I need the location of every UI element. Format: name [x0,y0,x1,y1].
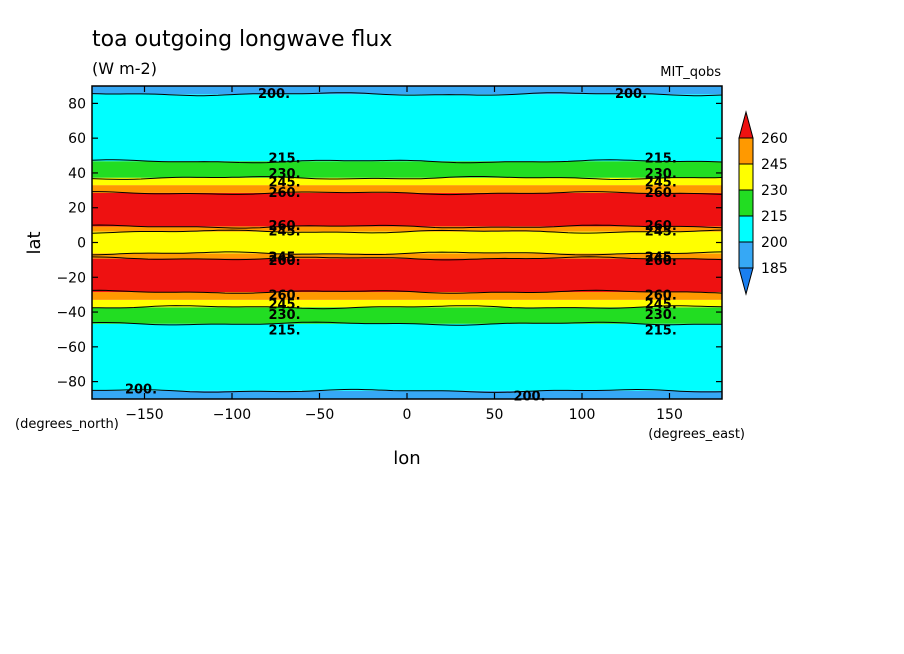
contour-band [92,292,722,300]
contour-line [91,224,723,229]
contour-label: 245. [645,250,677,265]
x-axis-label: lon [393,448,420,469]
contour-band [92,323,722,391]
contour-band [92,307,722,324]
chart-units: (W m-2) [92,59,157,78]
colorbar-segment [738,241,754,269]
contour-line [91,229,723,234]
colorbar-label: 230 [761,183,788,199]
contour-label: 215. [268,151,300,166]
contour-fill-bands [92,86,722,399]
contour-label: 230. [645,308,677,323]
contour-label: 260. [645,219,677,234]
y-tick-label: 60 [68,131,86,147]
x-tick-label: −150 [125,407,163,423]
contour-line [91,92,723,97]
contour-label: 260. [645,289,677,304]
contour-line [91,159,723,164]
x-axis-ticks: −150 −100 −50 0 50 100 150 [125,86,683,423]
contour-label: 245. [645,224,677,239]
y-tick-label: 0 [77,236,86,252]
contour-label: 200. [615,87,647,102]
y-axis-ticks: −80 −60 −40 −20 0 20 40 60 80 [56,96,722,391]
contour-line [91,305,723,310]
contour-band [92,185,722,193]
contour-label: 215. [645,151,677,166]
contour-band [92,161,722,178]
contour-line [92,191,723,196]
contour-band [92,258,722,293]
contour-label: 230. [268,167,300,182]
contour-label: 260. [645,254,677,269]
colorbar-segment [738,137,754,165]
contour-label: 245. [268,250,300,265]
y-tick-label: 20 [68,201,86,217]
contour-label: 230. [268,308,300,323]
contour-band [92,192,722,227]
x-tick-label: −100 [213,407,251,423]
contour-label: 260. [268,219,300,234]
x-tick-label: −50 [305,407,335,423]
y-tick-label: −20 [56,270,86,286]
contour-label: 245. [645,297,677,312]
x-axis-units: (degrees_east) [648,427,745,442]
contour-line [91,256,723,261]
contour-label: 260. [268,186,300,201]
colorbar-segment [738,163,754,191]
contour-labels: 200. 200.215. 215.230. 230.245. 245.260. 260.… [125,87,677,405]
colorbar-label: 185 [761,261,788,277]
contour-band [92,226,722,232]
y-tick-label: −40 [56,305,86,321]
contour-band [92,231,722,254]
colorbar: 260 245 230 215 200 185 [738,110,788,296]
y-axis-units: (degrees_north) [15,417,119,432]
contour-label: 200. [125,383,157,398]
contour-label: 230. [645,167,677,182]
y-tick-label: 80 [68,96,86,112]
contour-label: 200. [258,87,290,102]
contour-line [91,251,723,256]
contour-lines [91,92,723,393]
contour-label: 260. [645,186,677,201]
contour-label: 215. [645,323,677,338]
colorbar-segment [738,215,754,243]
contour-label: 260. [268,289,300,304]
run-name: MIT_qobs [660,65,721,80]
y-tick-label: −60 [56,340,86,356]
contour-label: 215. [268,323,300,338]
colorbar-label: 245 [761,157,788,173]
contour-band [92,299,722,308]
y-axis-label: lat [24,231,45,254]
contour-label: 245. [268,297,300,312]
x-tick-label: 50 [486,407,504,423]
colorbar-segment [738,189,754,217]
contour-band [92,94,722,162]
colorbar-label: 215 [761,209,788,225]
contour-line [91,289,723,294]
x-tick-label: 100 [569,407,596,423]
contour-line [91,176,723,181]
colorbar-label: 260 [761,131,788,147]
contour-label: 245. [268,224,300,239]
chart-title: toa outgoing longwave flux [92,27,392,52]
contour-label: 200. [513,390,545,405]
contour-label: 245. [268,176,300,191]
y-tick-label: −80 [56,375,86,391]
colorbar-bottom-arrow [738,267,754,296]
contour-band [92,177,722,186]
colorbar-label: 200 [761,235,788,251]
y-tick-label: 40 [68,166,86,182]
x-tick-label: 150 [656,407,683,423]
x-tick-label: 0 [403,407,412,423]
contour-label: 260. [268,254,300,269]
colorbar-top-arrow [738,110,754,139]
contour-line [92,388,723,393]
contour-label: 245. [645,176,677,191]
contour-line [91,321,723,326]
contour-band [92,253,722,259]
